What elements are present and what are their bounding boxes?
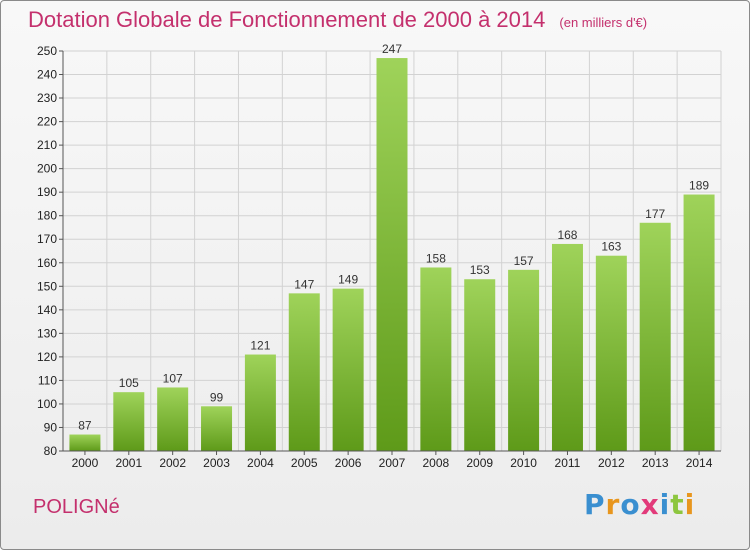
bar xyxy=(683,194,715,451)
x-tick-label: 2010 xyxy=(510,456,537,470)
x-tick-label: 2007 xyxy=(379,456,406,470)
y-tick-label: 160 xyxy=(37,256,57,270)
logo-letter: t xyxy=(670,488,685,521)
bar xyxy=(157,387,189,451)
data-label: 158 xyxy=(426,251,446,265)
logo-letter: x xyxy=(640,488,660,521)
logo-letter: P xyxy=(584,488,606,521)
y-tick-label: 150 xyxy=(37,279,57,293)
y-tick-label: 180 xyxy=(37,209,57,223)
y-tick-label: 200 xyxy=(37,162,57,176)
bar xyxy=(595,255,627,451)
y-tick-label: 240 xyxy=(37,68,57,82)
proxiti-logo[interactable]: Proxiti xyxy=(584,488,695,521)
data-label: 149 xyxy=(338,273,358,287)
data-label: 189 xyxy=(689,179,709,193)
bars: 87 105 107 99 121 147 149 247 158 153 157 168 163 177… xyxy=(69,42,715,451)
logo-letter: i xyxy=(684,488,696,521)
data-label: 153 xyxy=(470,263,490,277)
x-tick-label: 2009 xyxy=(466,456,493,470)
x-tick-label: 2013 xyxy=(642,456,669,470)
data-label: 99 xyxy=(210,390,224,404)
logo-letter: i xyxy=(659,488,671,521)
bar xyxy=(201,406,233,451)
bar xyxy=(69,434,101,451)
bar xyxy=(332,288,364,451)
x-tick-label: 2003 xyxy=(203,456,230,470)
y-tick-label: 210 xyxy=(37,138,57,152)
x-tick-label: 2005 xyxy=(291,456,318,470)
bar xyxy=(113,392,145,451)
y-tick-label: 100 xyxy=(37,397,57,411)
y-tick-label: 220 xyxy=(37,115,57,129)
y-tick-label: 170 xyxy=(37,232,57,246)
bar xyxy=(508,269,540,451)
bar xyxy=(420,267,452,451)
x-tick-label: 2001 xyxy=(115,456,142,470)
data-label: 121 xyxy=(250,339,270,353)
x-tick-label: 2006 xyxy=(335,456,362,470)
x-tick-label: 2014 xyxy=(686,456,713,470)
bar xyxy=(551,243,583,451)
bar xyxy=(288,293,320,451)
axes: 8090100110120130140150160170180190200210… xyxy=(37,44,721,470)
chart-title: Dotation Globale de Fonctionnement de 20… xyxy=(28,7,647,33)
bar xyxy=(244,354,276,451)
x-tick-label: 2004 xyxy=(247,456,274,470)
y-tick-label: 110 xyxy=(38,373,57,387)
data-label: 247 xyxy=(382,42,402,56)
y-tick-label: 120 xyxy=(37,350,57,364)
x-tick-label: 2002 xyxy=(159,456,186,470)
data-label: 163 xyxy=(601,240,621,254)
data-label: 177 xyxy=(645,207,665,221)
x-tick-label: 2008 xyxy=(423,456,450,470)
x-tick-label: 2012 xyxy=(598,456,625,470)
data-label: 87 xyxy=(78,419,92,433)
y-tick-label: 230 xyxy=(37,91,57,105)
x-tick-label: 2011 xyxy=(555,456,581,470)
bar xyxy=(376,58,408,451)
x-tick-label: 2000 xyxy=(72,456,99,470)
chart-unit: (en milliers d'€) xyxy=(559,15,648,30)
logo-letter: r xyxy=(605,488,621,521)
data-label: 147 xyxy=(294,277,314,291)
commune-name: POLIGNé xyxy=(33,496,120,518)
bar xyxy=(639,222,671,451)
y-tick-label: 130 xyxy=(37,326,57,340)
data-label: 107 xyxy=(163,371,183,385)
y-tick-label: 80 xyxy=(44,444,58,458)
data-label: 168 xyxy=(557,228,577,242)
bar xyxy=(464,279,496,451)
data-label: 157 xyxy=(514,254,534,268)
y-tick-label: 90 xyxy=(44,420,58,434)
data-label: 105 xyxy=(119,376,139,390)
logo-letter: o xyxy=(620,488,641,521)
y-tick-label: 250 xyxy=(37,44,57,58)
y-tick-label: 140 xyxy=(37,303,57,317)
chart-title-text: Dotation Globale de Fonctionnement de 20… xyxy=(28,7,546,32)
y-tick-label: 190 xyxy=(37,185,57,199)
